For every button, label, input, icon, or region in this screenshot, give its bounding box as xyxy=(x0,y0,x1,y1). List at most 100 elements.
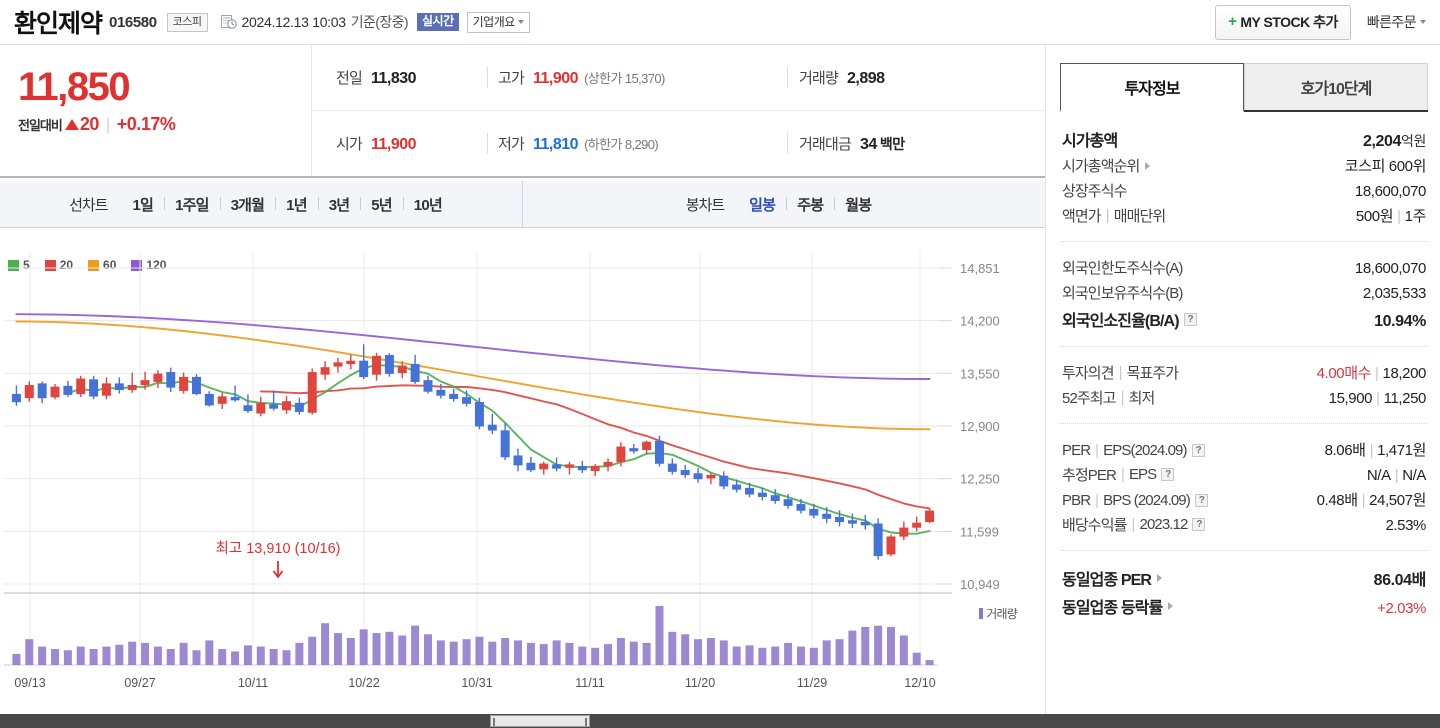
label-separator: | xyxy=(1105,207,1110,224)
tab-orderbook[interactable]: 호가10단계 xyxy=(1244,63,1428,110)
volume-bar xyxy=(25,639,34,665)
y-axis-tick: 14,851 xyxy=(960,261,1000,276)
candle-body xyxy=(256,402,266,414)
volume-bar xyxy=(63,650,72,665)
volume-bar xyxy=(269,649,278,665)
info-row-label: 외국인보유주식수(B) xyxy=(1062,282,1183,303)
candle-body xyxy=(217,396,227,404)
market-cap-section: 시가총액 2,204억원 시가총액순위 코스피 600위 상장주식수 18,600,070… xyxy=(1060,112,1428,242)
horizontal-scrollbar[interactable] xyxy=(0,714,1440,728)
period-weekly[interactable]: 주봉 xyxy=(786,194,834,215)
quote-label: 고가 xyxy=(498,70,525,87)
label-part: 최저 xyxy=(1128,390,1156,407)
candle-body xyxy=(474,402,484,427)
period-monthly[interactable]: 월봉 xyxy=(834,194,882,215)
scrollbar-thumb[interactable] xyxy=(490,715,590,727)
candle-body xyxy=(359,360,369,378)
info-row-value: 18,600,070 xyxy=(1355,183,1426,200)
period-3y[interactable]: 3년 xyxy=(317,194,361,215)
volume-bar xyxy=(604,644,613,665)
tab-investment-info[interactable]: 투자정보 xyxy=(1060,63,1244,112)
help-icon[interactable]: ? xyxy=(1194,494,1208,507)
candle-body xyxy=(179,376,189,391)
info-row-value: 15,900 | 11,250 xyxy=(1329,390,1427,407)
label-part: 목표주가 xyxy=(1126,365,1180,382)
stock-name: 환인제약 xyxy=(14,10,103,38)
volume-bar xyxy=(218,649,227,665)
candle-body xyxy=(770,495,780,502)
volume-bar xyxy=(205,640,214,665)
info-row-label: 시가총액 xyxy=(1062,127,1118,151)
volume-bar xyxy=(578,646,587,665)
info-row-value: 10.94% xyxy=(1374,313,1426,331)
candle-body xyxy=(654,440,664,464)
candle-body xyxy=(835,517,845,523)
period-5y[interactable]: 5년 xyxy=(360,194,403,215)
period-daily[interactable]: 일봉 xyxy=(749,196,776,214)
candle-body xyxy=(423,380,433,392)
label-part: 2023.12 xyxy=(1139,516,1189,533)
valuation-section: PER | EPS(2024.09)? 8.06배 | 1,471원 추정PER | EPS? N… xyxy=(1060,424,1428,551)
company-overview-button[interactable]: 기업개요 xyxy=(466,11,530,33)
candle-body xyxy=(847,520,857,524)
period-1w[interactable]: 1주일 xyxy=(164,194,220,215)
price-change-row: 전일대비 20 | +0.17% xyxy=(18,114,311,135)
x-axis-tick: 09/13 xyxy=(14,676,45,690)
label-separator: | xyxy=(1131,516,1136,533)
quote-value: 11,900 xyxy=(371,136,417,153)
chevron-right-icon[interactable] xyxy=(1168,602,1174,610)
value-part: 2,204 xyxy=(1362,133,1402,150)
info-row-label: 외국인소진율(B/A)? xyxy=(1062,307,1197,331)
candle-body xyxy=(822,513,832,519)
candle-chart-group: 봉차트 일봉 주봉 월봉 xyxy=(523,181,1045,227)
period-1y[interactable]: 1년 xyxy=(275,194,318,215)
chevron-right-icon[interactable] xyxy=(1157,574,1163,582)
value-separator: | xyxy=(1376,390,1380,407)
volume-bar xyxy=(732,646,741,665)
value-part: N/A xyxy=(1402,467,1426,484)
candle-body xyxy=(269,404,279,409)
quote-timestamp: 2024.12.13 10:03 xyxy=(241,14,347,30)
help-icon[interactable]: ? xyxy=(1183,312,1197,326)
label-separator: | xyxy=(1120,466,1125,483)
value-part: 8.06배 xyxy=(1324,442,1366,459)
info-row: 동일업종 등락률 +2.03% xyxy=(1062,592,1426,620)
value-part: 4.00매수 xyxy=(1316,365,1372,382)
y-axis-tick: 13,550 xyxy=(960,366,1000,381)
help-icon[interactable]: ? xyxy=(1161,468,1175,481)
label-separator: | xyxy=(1095,492,1099,509)
label-part: 배당수익률 xyxy=(1062,517,1127,534)
info-row-label: 52주최고 | 최저 xyxy=(1062,387,1156,408)
volume-bar xyxy=(809,647,818,665)
candle-body xyxy=(590,465,600,472)
label-separator: | xyxy=(1118,364,1123,381)
volume-bar xyxy=(76,646,85,665)
value-part: 86.04배 xyxy=(1373,572,1427,589)
period-10y[interactable]: 10년 xyxy=(402,194,453,215)
info-row-label: 상장주식수 xyxy=(1062,180,1127,201)
add-mystock-button[interactable]: + MY STOCK 추가 xyxy=(1215,4,1351,40)
realtime-badge[interactable]: 실시간 xyxy=(417,13,459,31)
quote-value: 34 xyxy=(860,136,877,153)
chevron-right-icon[interactable] xyxy=(1145,161,1151,170)
x-axis-tick: 10/11 xyxy=(238,676,268,690)
volume-bar xyxy=(333,633,342,665)
scrollbar-grip xyxy=(493,718,495,726)
chart-canvas[interactable]: 14,851 14,200 13,550 12,900 12,250 11,599 10,9… xyxy=(0,228,1045,700)
price-chart[interactable]: 5 20 60 120 거래량 14,851 14,200 13,550 12,900… xyxy=(0,228,1045,700)
help-icon[interactable]: ? xyxy=(1191,444,1205,457)
volume-bar xyxy=(912,652,921,665)
legend-color-swatch xyxy=(8,259,19,271)
volume-bar xyxy=(655,606,664,665)
info-row-value: 500원 | 1주 xyxy=(1356,205,1426,226)
period-3m[interactable]: 3개월 xyxy=(219,194,276,215)
label-part: 시가총액 xyxy=(1062,133,1118,150)
volume-bar xyxy=(796,646,805,665)
help-icon[interactable]: ? xyxy=(1192,518,1206,531)
info-row-value: 2.53% xyxy=(1385,517,1426,534)
info-row-value: 18,600,070 xyxy=(1355,260,1426,277)
period-1d[interactable]: 1일 xyxy=(132,196,154,214)
candle-body xyxy=(706,474,716,479)
quick-order-button[interactable]: 빠른주문 xyxy=(1367,12,1426,32)
